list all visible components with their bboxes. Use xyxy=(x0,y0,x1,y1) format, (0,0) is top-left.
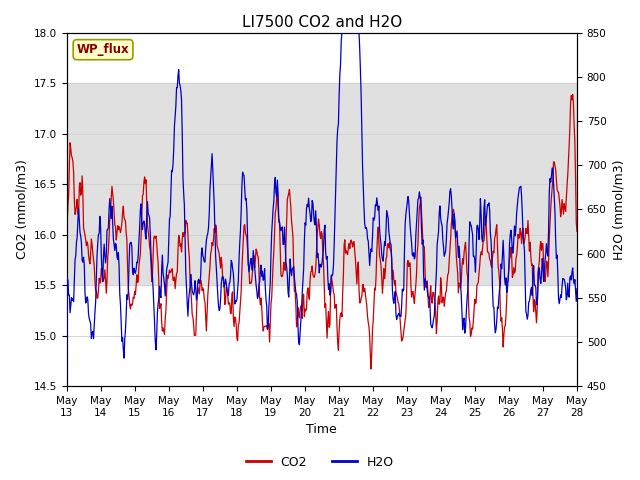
Y-axis label: CO2 (mmol/m3): CO2 (mmol/m3) xyxy=(15,159,28,259)
Legend: CO2, H2O: CO2, H2O xyxy=(241,451,399,474)
Text: WP_flux: WP_flux xyxy=(77,43,129,56)
Y-axis label: H2O (mmol/m3): H2O (mmol/m3) xyxy=(612,159,625,260)
X-axis label: Time: Time xyxy=(307,423,337,436)
Bar xyxy=(67,83,577,285)
Title: LI7500 CO2 and H2O: LI7500 CO2 and H2O xyxy=(242,15,402,30)
